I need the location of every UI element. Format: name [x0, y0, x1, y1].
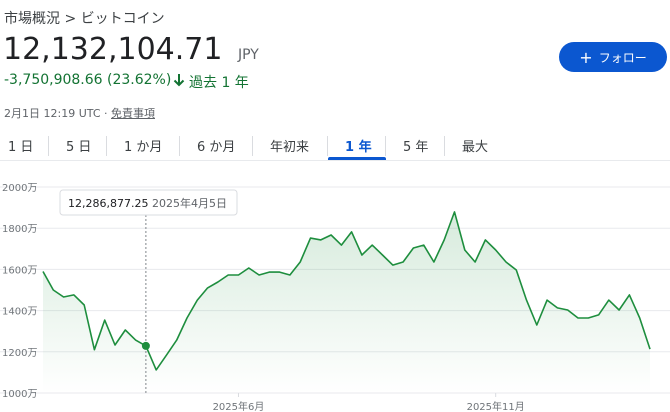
- y-tick-label: 2000万: [2, 183, 37, 194]
- range-tab[interactable]: 1 か月: [124, 140, 163, 155]
- tab-separator: [179, 136, 180, 156]
- range-tab[interactable]: 1 日: [8, 140, 34, 155]
- tooltip-date: 2025年4月5日: [152, 196, 227, 210]
- tab-separator: [444, 136, 445, 156]
- follow-button[interactable]: + フォロー: [559, 42, 667, 72]
- range-tab[interactable]: 最大: [462, 140, 489, 155]
- tab-separator: [106, 136, 107, 156]
- tab-separator: [385, 136, 386, 156]
- y-tick-label: 1800万: [2, 224, 37, 235]
- down-arrow: [173, 74, 185, 87]
- range-tab[interactable]: 年初来: [270, 140, 310, 155]
- active-tab-underline: [328, 157, 386, 160]
- range-tab[interactable]: 5 年: [403, 140, 429, 155]
- price: 12,132,104.71: [3, 32, 223, 67]
- tab-separator: [327, 136, 328, 156]
- x-tick-label: 2025年6月: [213, 400, 265, 412]
- y-tick-label: 1600万: [2, 265, 37, 276]
- tooltip-box: [59, 189, 238, 216]
- plus-icon: +: [579, 47, 593, 67]
- timestamp-text: 2月1日 12:19 UTC ·: [4, 107, 111, 120]
- hover-dot: [141, 341, 150, 350]
- y-tick-label: 1200万: [2, 348, 37, 359]
- range-tab[interactable]: 6 か月: [197, 140, 236, 155]
- change: -3,750,908.66 (23.62%): [4, 72, 172, 88]
- tooltip-value: 12,286,877.25: [68, 197, 148, 210]
- range-tab[interactable]: 5 日: [66, 140, 92, 155]
- tab-separator: [252, 136, 253, 156]
- divider: [0, 160, 670, 161]
- y-tick-label: 1400万: [2, 307, 37, 318]
- y-tick-label: 1000万: [2, 389, 37, 400]
- timestamp: 2月1日 12:19 UTC · 免責事項: [4, 105, 155, 121]
- currency: JPY: [238, 47, 259, 63]
- tab-separator: [48, 136, 49, 156]
- range-tab[interactable]: 1 年: [345, 140, 372, 155]
- x-tick-label: 2025年11月: [467, 400, 525, 412]
- breadcrumb[interactable]: 市場概況 > ビットコイン: [4, 11, 165, 27]
- period: 過去 1 年: [189, 75, 249, 91]
- area-fill: [43, 211, 650, 393]
- disclaimer-link[interactable]: 免責事項: [111, 107, 155, 120]
- follow-label: フォロー: [598, 50, 647, 65]
